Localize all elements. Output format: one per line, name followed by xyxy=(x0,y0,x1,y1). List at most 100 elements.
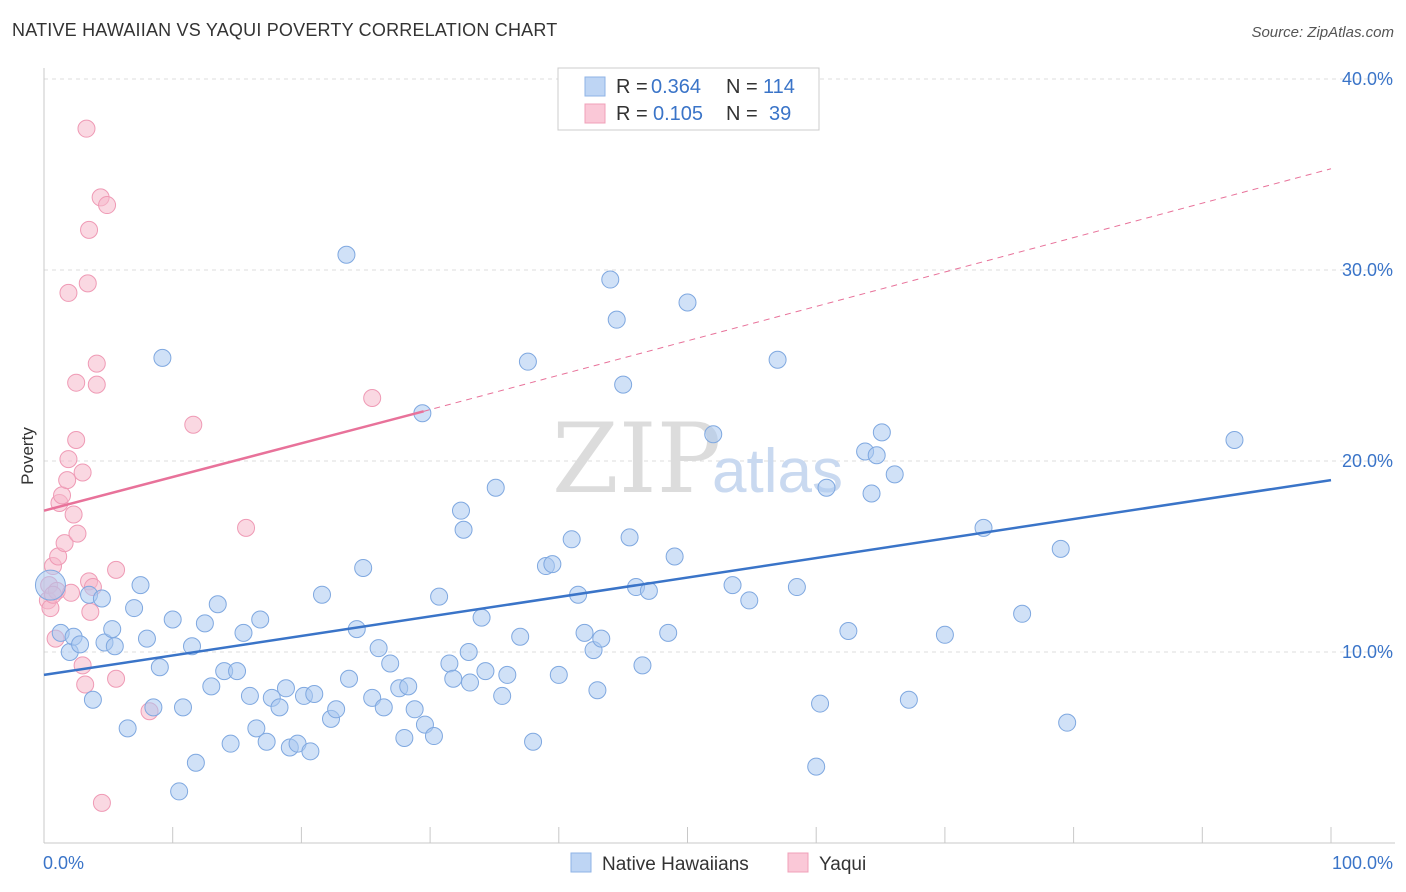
yaqui-point-21 xyxy=(78,274,97,293)
native-hawaiians-point-67 xyxy=(472,608,491,627)
native-hawaiians-point-23 xyxy=(195,614,214,633)
yaqui-point-34 xyxy=(184,415,203,434)
native-hawaiians-point-35 xyxy=(270,698,289,717)
source-label: Source: ZipAtlas.com xyxy=(1251,24,1394,41)
native-hawaiians-point-83 xyxy=(601,270,620,289)
native-hawaiians-point-66 xyxy=(476,662,495,681)
watermark-zip: ZIP xyxy=(552,403,721,515)
native-hawaiians-point-63 xyxy=(451,501,470,520)
native-hawaiians-point-65 xyxy=(460,673,479,692)
native-hawaiians-point-107 xyxy=(935,625,954,644)
native-hawaiians-point-4 xyxy=(71,635,90,654)
native-hawaiians-point-72 xyxy=(518,352,537,371)
native-hawaiians-point-109 xyxy=(1013,604,1032,623)
native-hawaiians-point-44 xyxy=(327,700,346,719)
gridlines xyxy=(44,78,1395,653)
native-hawaiians-point-7 xyxy=(92,589,111,608)
native-hawaiians-point-70 xyxy=(498,665,517,684)
legend: R = 0.364 N = 114 R = 0.105 N = 39 xyxy=(557,67,820,131)
legend-r-value-1: 0.364 xyxy=(651,76,701,98)
native-hawaiians-point-95 xyxy=(768,350,787,369)
yaqui-point-9 xyxy=(55,534,74,553)
native-hawaiians-point-92 xyxy=(704,425,723,444)
native-hawaiians-point-88 xyxy=(633,656,652,675)
yaqui-point-20 xyxy=(77,119,96,138)
native-hawaiians-point-46 xyxy=(340,669,359,688)
native-hawaiians-point-94 xyxy=(740,591,759,610)
y-tick-label-0: 10.0% xyxy=(1342,642,1393,662)
trend-line-yaqui xyxy=(43,410,424,512)
bottom-legend-swatch-native-hawaiians xyxy=(570,852,592,873)
y-tick-label-2: 30.0% xyxy=(1342,260,1393,280)
native-hawaiians-point-25 xyxy=(208,595,227,614)
native-hawaiians-point-22 xyxy=(186,753,205,772)
native-hawaiians-point-30 xyxy=(240,686,259,705)
native-hawaiians-point-21 xyxy=(183,637,202,656)
legend-r-label-2: R = xyxy=(616,103,648,125)
yaqui-point-31 xyxy=(107,560,126,579)
native-hawaiians-point-90 xyxy=(665,547,684,566)
bottom-legend-swatch-yaqui xyxy=(787,852,809,873)
native-hawaiians-point-105 xyxy=(885,465,904,484)
series-native-hawaiians-points xyxy=(34,245,1244,801)
native-hawaiians-point-99 xyxy=(817,478,836,497)
native-hawaiians-point-112 xyxy=(1225,430,1244,449)
native-hawaiians-point-60 xyxy=(430,587,449,606)
native-hawaiians-point-36 xyxy=(276,679,295,698)
native-hawaiians-point-45 xyxy=(337,245,356,264)
yaqui-point-22 xyxy=(80,220,99,239)
yaqui-point-30 xyxy=(98,196,117,215)
native-hawaiians-point-16 xyxy=(150,658,169,677)
native-hawaiians-point-73 xyxy=(524,732,543,751)
native-hawaiians-point-77 xyxy=(562,530,581,549)
yaqui-point-10 xyxy=(58,471,77,490)
native-hawaiians-point-31 xyxy=(247,719,266,738)
yaqui-point-17 xyxy=(73,656,92,675)
native-hawaiians-point-24 xyxy=(202,677,221,696)
native-hawaiians-point-81 xyxy=(588,681,607,700)
native-hawaiians-point-75 xyxy=(543,555,562,574)
native-hawaiians-point-20 xyxy=(173,698,192,717)
native-hawaiians-point-114 xyxy=(659,623,678,642)
native-hawaiians-point-71 xyxy=(511,627,530,646)
native-hawaiians-point-41 xyxy=(305,685,324,704)
native-hawaiians-point-62 xyxy=(444,669,463,688)
yaqui-point-18 xyxy=(73,463,92,482)
native-hawaiians-point-10 xyxy=(103,620,122,639)
trend-lines xyxy=(43,168,1332,677)
native-hawaiians-point-103 xyxy=(867,446,886,465)
native-hawaiians-point-49 xyxy=(363,688,382,707)
native-hawaiians-point-6 xyxy=(83,690,102,709)
native-hawaiians-point-9 xyxy=(105,637,124,656)
yaqui-point-26 xyxy=(87,375,106,394)
native-hawaiians-point-50 xyxy=(369,639,388,658)
native-hawaiians-point-17 xyxy=(153,348,172,367)
native-hawaiians-point-110 xyxy=(1051,539,1070,558)
bottom-legend: Native Hawaiians Yaqui xyxy=(570,852,866,875)
x-ticks xyxy=(172,827,1332,843)
bottom-legend-yaqui: Yaqui xyxy=(819,854,866,875)
legend-r-value-2: 0.105 xyxy=(653,103,703,125)
native-hawaiians-point-91 xyxy=(678,293,697,312)
native-hawaiians-point-59 xyxy=(424,727,443,746)
native-hawaiians-point-64 xyxy=(454,520,473,539)
native-hawaiians-point-28 xyxy=(228,662,247,681)
legend-swatch-blue xyxy=(584,76,606,97)
native-hawaiians-point-79 xyxy=(575,623,594,642)
native-hawaiians-point-104 xyxy=(872,423,891,442)
legend-swatch-pink xyxy=(584,103,606,124)
native-hawaiians-point-86 xyxy=(620,528,639,547)
legend-n-label-1: N = xyxy=(726,76,758,98)
y-tick-labels: 10.0% 20.0% 30.0% 40.0% xyxy=(1342,69,1393,662)
yaqui-point-27 xyxy=(87,354,106,373)
yaqui-point-11 xyxy=(59,450,78,469)
native-hawaiians-point-42 xyxy=(312,585,331,604)
native-hawaiians-point-14 xyxy=(137,629,156,648)
yaqui-point-29 xyxy=(92,793,111,812)
trend-line-native-hawaiians xyxy=(43,478,1332,677)
native-hawaiians-point-11 xyxy=(118,719,137,738)
legend-r-label-1: R = xyxy=(616,76,648,98)
native-hawaiians-point-111 xyxy=(1058,713,1077,732)
native-hawaiians-point-18 xyxy=(163,610,182,629)
